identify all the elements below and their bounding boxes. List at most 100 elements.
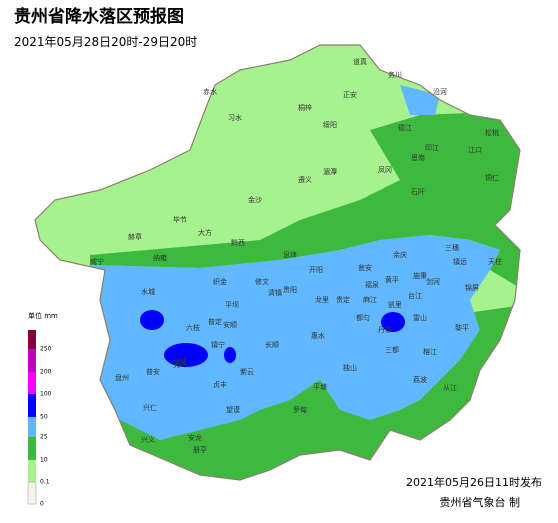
legend-swatch — [28, 417, 36, 437]
place-label: 关岭 — [173, 360, 187, 369]
place-label: 三穗 — [445, 243, 459, 252]
legend-swatch — [28, 372, 36, 394]
place-label: 赫章 — [128, 232, 142, 241]
place-label: 从江 — [443, 384, 457, 392]
place-label: 务川 — [388, 70, 402, 79]
place-label: 德江 — [398, 123, 412, 132]
place-label: 雷山 — [413, 313, 427, 322]
place-label: 麻江 — [363, 295, 377, 304]
area-rainstorm — [140, 310, 164, 330]
legend-swatch — [28, 460, 36, 482]
map-subtitle: 2021年05月28日20时-29日20时 — [14, 35, 197, 49]
place-label: 湄潭 — [323, 167, 337, 176]
place-label: 安顺 — [223, 320, 237, 329]
place-label: 贵阳 — [283, 285, 297, 294]
legend-swatch — [28, 330, 36, 349]
place-label: 大方 — [198, 228, 212, 237]
place-label: 印江 — [425, 144, 439, 152]
place-label: 都匀 — [356, 313, 370, 322]
place-label: 台江 — [408, 291, 422, 300]
place-label: 习水 — [228, 113, 242, 122]
place-label: 长顺 — [265, 340, 279, 349]
place-label: 普安 — [146, 367, 160, 376]
place-label: 平坝 — [225, 300, 239, 309]
place-label: 晴隆 — [173, 357, 187, 366]
place-label: 荔波 — [413, 375, 427, 384]
legend-swatch — [28, 349, 36, 372]
place-label: 惠水 — [311, 331, 325, 340]
place-label: 紫云 — [240, 368, 254, 376]
place-label: 道真 — [353, 57, 367, 66]
legend-labels: 250 200 100 50 25 10 0.1 0 — [40, 346, 52, 508]
place-label: 黄平 — [385, 275, 399, 284]
place-label: 思南 — [411, 153, 425, 162]
place-label: 清镇 — [268, 288, 282, 297]
place-label: 威宁 — [90, 257, 104, 266]
place-label: 望谟 — [226, 405, 240, 414]
legend-unit: 单位 mm — [28, 311, 58, 320]
place-label: 水城 — [141, 287, 155, 296]
place-label: 开阳 — [309, 265, 323, 274]
place-label: 黔西 — [231, 238, 245, 247]
place-label: 盘州 — [115, 373, 129, 382]
place-label: 普定 — [208, 317, 222, 326]
place-label: 黎平 — [455, 323, 469, 332]
area-rainstorm — [164, 343, 208, 367]
place-label: 瓮安 — [358, 263, 372, 272]
place-label: 六枝 — [186, 323, 200, 332]
legend-label: 50 — [40, 414, 48, 421]
place-label: 兴仁 — [143, 403, 157, 412]
legend-label: 0.1 — [40, 479, 50, 486]
place-label: 锦屏 — [465, 283, 479, 292]
place-label: 镇远 — [453, 257, 467, 266]
legend-swatch — [28, 394, 36, 417]
place-label: 织金 — [213, 277, 227, 286]
place-label: 正安 — [343, 90, 357, 99]
place-label: 贵定 — [336, 295, 350, 304]
map-title: 贵州省降水落区预报图 — [14, 6, 184, 27]
place-label: 榕江 — [423, 347, 437, 356]
legend-swatch — [28, 437, 36, 460]
place-label: 册亨 — [193, 445, 207, 454]
place-label: 独山 — [343, 363, 357, 372]
place-label: 息烽 — [283, 250, 297, 259]
legend-label: 100 — [40, 391, 52, 398]
place-label: 纳雍 — [153, 253, 167, 262]
place-label: 剑河 — [426, 277, 440, 286]
legend-label: 0 — [40, 501, 44, 508]
place-label: 丹寨 — [378, 325, 392, 334]
area-rainstorm — [224, 347, 236, 363]
legend-label: 200 — [40, 369, 52, 376]
place-label: 铜仁 — [485, 173, 499, 182]
place-label: 安龙 — [188, 433, 202, 442]
place-label: 贞丰 — [213, 380, 227, 389]
place-label: 施秉 — [413, 271, 427, 280]
place-label: 松桃 — [485, 128, 499, 137]
place-label: 桐梓 — [298, 103, 312, 112]
area-moderate-rain — [90, 110, 520, 300]
place-label: 沿河 — [433, 87, 447, 96]
place-label: 江口 — [468, 146, 482, 154]
area-rainstorm — [381, 312, 405, 332]
area-heavy-rain — [90, 235, 500, 440]
place-label: 凯里 — [388, 300, 402, 309]
place-label: 龙里 — [315, 295, 329, 304]
legend-label: 10 — [40, 457, 48, 464]
place-label: 镇宁 — [211, 340, 225, 349]
place-label: 遵义 — [298, 175, 312, 184]
place-label: 三都 — [385, 346, 399, 354]
place-label: 天柱 — [488, 257, 502, 266]
place-label: 赤水 — [203, 87, 217, 96]
legend-label: 250 — [40, 346, 52, 353]
agency: 贵州省气象台 制 — [440, 495, 521, 509]
place-label: 福泉 — [365, 280, 379, 289]
place-label: 余庆 — [393, 250, 407, 259]
legend-swatch — [27, 481, 37, 505]
place-label: 平塘 — [313, 382, 327, 391]
issue-time: 2021年05月26日11时发布 — [406, 475, 542, 489]
place-label: 毕节 — [173, 215, 187, 224]
place-label: 绥阳 — [323, 120, 337, 129]
place-label: 修文 — [255, 277, 269, 286]
